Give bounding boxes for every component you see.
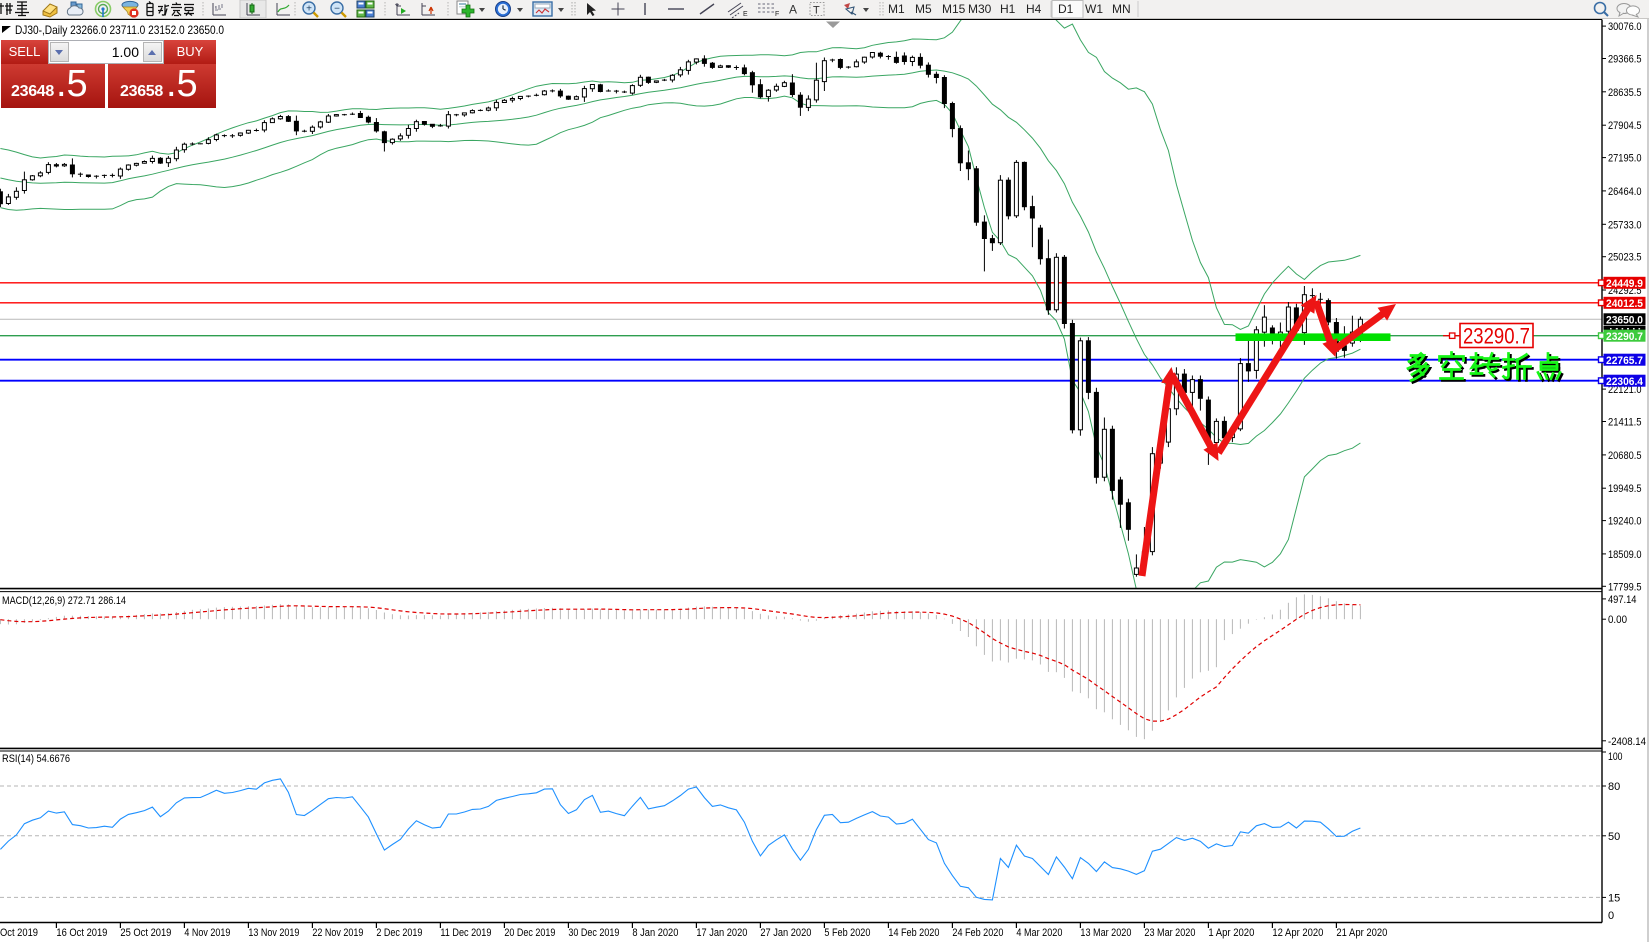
svg-text:−: − (334, 4, 340, 15)
svg-text:50: 50 (1608, 831, 1620, 843)
svg-text:100: 100 (1608, 751, 1623, 763)
svg-text:MACD(12,26,9) 272.71 286.14: MACD(12,26,9) 272.71 286.14 (2, 595, 126, 607)
svg-text:497.14: 497.14 (1608, 594, 1637, 606)
svg-text:8 Jan 2020: 8 Jan 2020 (632, 927, 678, 939)
svg-text:19240.0: 19240.0 (1608, 516, 1642, 528)
svg-text:28635.5: 28635.5 (1608, 87, 1642, 99)
svg-text:22121.0: 22121.0 (1608, 384, 1642, 396)
svg-text:DJ30-,Daily 23266.0 23711.0 2: DJ30-,Daily 23266.0 23711.0 23152.0 2365… (15, 23, 224, 37)
svg-text:17799.5: 17799.5 (1608, 581, 1642, 593)
svg-text:12 Apr 2020: 12 Apr 2020 (1272, 927, 1323, 939)
svg-text:25023.5: 25023.5 (1608, 252, 1642, 264)
svg-text:23 Mar 2020: 23 Mar 2020 (1144, 927, 1195, 939)
svg-text:24449.9: 24449.9 (1606, 278, 1643, 290)
svg-text:H1: H1 (1000, 2, 1016, 16)
svg-text:M1: M1 (888, 2, 905, 16)
svg-text:17 Jan 2020: 17 Jan 2020 (696, 927, 747, 939)
svg-text:M5: M5 (915, 2, 932, 16)
svg-text:27195.0: 27195.0 (1608, 153, 1642, 165)
svg-text:E: E (743, 11, 748, 18)
svg-text:M15: M15 (942, 2, 966, 16)
svg-text:25733.0: 25733.0 (1608, 219, 1642, 231)
svg-text:26464.0: 26464.0 (1608, 186, 1642, 198)
svg-text:30 Dec 2019: 30 Dec 2019 (568, 927, 619, 939)
svg-text:20680.5: 20680.5 (1608, 450, 1642, 462)
svg-text:T: T (813, 5, 820, 17)
svg-text:23290.7: 23290.7 (1463, 324, 1530, 349)
svg-text:M30: M30 (968, 2, 992, 16)
svg-text:21411.5: 21411.5 (1608, 417, 1642, 429)
svg-text:22306.4: 22306.4 (1606, 376, 1644, 388)
svg-text:MN: MN (1112, 2, 1131, 16)
svg-text:24012.5: 24012.5 (1606, 298, 1643, 310)
svg-text:4 Mar 2020: 4 Mar 2020 (1016, 927, 1062, 939)
svg-text:22765.7: 22765.7 (1606, 355, 1643, 367)
svg-text:23290.7: 23290.7 (1606, 331, 1643, 343)
svg-text:15: 15 (1608, 892, 1620, 904)
svg-text:13 Mar 2020: 13 Mar 2020 (1080, 927, 1131, 939)
svg-text:F: F (775, 11, 779, 18)
svg-text:14 Feb 2020: 14 Feb 2020 (888, 927, 939, 939)
svg-text:20 Dec 2019: 20 Dec 2019 (504, 927, 555, 939)
svg-text:27904.5: 27904.5 (1608, 120, 1642, 132)
svg-text:-2408.14: -2408.14 (1608, 736, 1646, 748)
svg-text:+: + (306, 4, 312, 15)
svg-text:0: 0 (1608, 910, 1614, 922)
svg-text:A: A (789, 3, 797, 17)
svg-text:29366.5: 29366.5 (1608, 54, 1642, 66)
svg-text:RSI(14) 54.6676: RSI(14) 54.6676 (2, 753, 70, 765)
svg-text:80: 80 (1608, 781, 1620, 793)
svg-text:24 Feb 2020: 24 Feb 2020 (952, 927, 1003, 939)
svg-text:16 Oct 2019: 16 Oct 2019 (56, 927, 107, 939)
svg-text:19949.5: 19949.5 (1608, 483, 1642, 495)
svg-text:0.00: 0.00 (1608, 614, 1627, 626)
svg-text:18509.0: 18509.0 (1608, 549, 1642, 561)
svg-text:11 Dec 2019: 11 Dec 2019 (440, 927, 491, 939)
svg-text:H4: H4 (1026, 2, 1042, 16)
svg-text:22 Nov 2019: 22 Nov 2019 (312, 927, 363, 939)
svg-text:5 Feb 2020: 5 Feb 2020 (824, 927, 870, 939)
svg-text:D1: D1 (1058, 2, 1074, 16)
svg-text:13 Nov 2019: 13 Nov 2019 (248, 927, 299, 939)
svg-text:Oct 2019: Oct 2019 (0, 927, 38, 939)
svg-text:30076.0: 30076.0 (1608, 21, 1642, 33)
svg-text:25 Oct 2019: 25 Oct 2019 (120, 927, 171, 939)
svg-text:23650.0: 23650.0 (1606, 315, 1643, 327)
svg-text:4 Nov 2019: 4 Nov 2019 (184, 927, 230, 939)
svg-text:27 Jan 2020: 27 Jan 2020 (760, 927, 811, 939)
svg-text:2 Dec 2019: 2 Dec 2019 (376, 927, 422, 939)
svg-text:1 Apr 2020: 1 Apr 2020 (1208, 927, 1254, 939)
svg-text:W1: W1 (1085, 2, 1103, 16)
svg-text:21 Apr 2020: 21 Apr 2020 (1336, 927, 1387, 939)
